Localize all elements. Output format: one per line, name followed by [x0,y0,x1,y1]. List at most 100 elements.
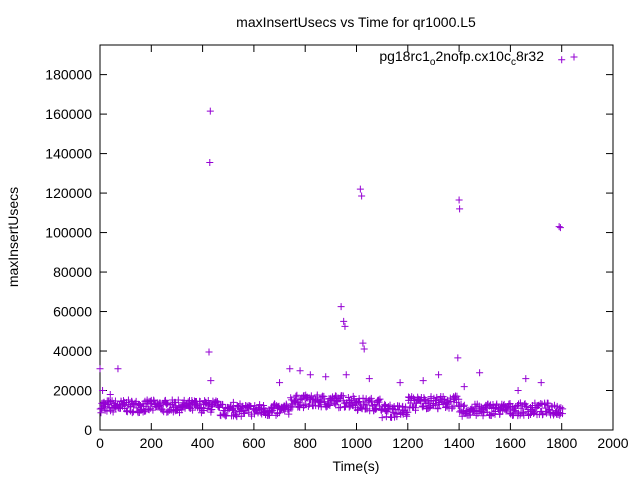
data-point [306,371,314,379]
series-points [96,56,566,418]
data-point [241,409,249,417]
data-point [107,398,115,406]
data-point [476,369,484,377]
data-point [480,409,488,417]
data-point [396,379,404,387]
x-axis-label: Time(s) [333,458,380,474]
y-tick-label: 120000 [45,185,92,201]
data-point [205,348,213,356]
data-point [365,375,373,383]
data-point [132,397,140,405]
y-tick-label: 60000 [53,304,92,320]
data-point [276,409,284,417]
data-point [431,397,439,405]
data-point [555,223,563,231]
data-point [305,400,313,408]
data-point [360,345,368,353]
data-point [556,224,564,232]
data-point [189,406,197,414]
x-tick-label: 1200 [392,435,423,451]
x-tick-label: 0 [96,435,104,451]
data-point [212,397,220,405]
data-point [426,404,434,412]
data-point [460,401,468,409]
data-point [503,403,511,411]
data-point [412,404,420,412]
data-point [367,397,375,405]
x-tick-label: 1600 [495,435,526,451]
data-point [96,365,104,373]
data-point [453,392,461,400]
legend-label: pg18rc1o2nofp.cx10cc8r32 [379,48,544,68]
data-point [218,400,226,408]
data-point [530,410,538,418]
data-point [109,408,117,416]
data-point [114,365,122,373]
data-point [386,401,394,409]
data-point [535,401,543,409]
data-point [292,392,300,400]
data-point [496,410,504,418]
data-point [356,185,364,193]
data-point [206,158,214,166]
data-point [235,408,243,416]
data-point [470,407,478,415]
data-point [451,394,459,402]
data-point [433,393,441,401]
legend-marker [570,53,578,61]
data-point [119,400,127,408]
data-point [99,387,107,395]
data-point [489,401,497,409]
data-point [448,404,456,412]
data-point [326,401,334,409]
data-point [504,404,512,412]
legend-label-sub1: o [430,57,436,68]
data-point [538,411,546,419]
data-point [358,192,366,200]
data-point [129,408,137,416]
data-point [276,379,284,387]
y-tick-label: 180000 [45,67,92,83]
data-point [522,375,530,383]
data-point [559,405,567,413]
data-point [325,401,333,409]
data-point [419,377,427,385]
legend-label-mid: 2nofp.cx10c [435,48,511,64]
data-point [174,396,182,404]
data-point [206,107,214,115]
y-tick-label: 0 [84,422,92,438]
x-axis: 0 200 400 600 800 1000 1200 1400 1600 1800 2000 [96,45,629,451]
plot-area-frame [99,44,614,431]
data-point [340,317,348,325]
data-point [434,404,442,412]
data-point [519,409,527,417]
data-point [296,367,304,375]
data-point [558,56,566,64]
data-point [375,396,383,404]
data-point [272,411,280,419]
data-point [427,393,435,401]
data-point [511,407,519,415]
data-point [421,395,429,403]
data-point [455,196,463,204]
data-point [402,403,410,411]
data-point [366,396,374,404]
data-point [106,390,114,398]
legend-label-base: pg18rc1 [379,48,430,64]
data-point [251,402,259,410]
data-point [454,354,462,362]
data-point [298,396,306,404]
data-point [256,401,264,409]
data-point [97,409,105,417]
y-tick-label: 40000 [53,343,92,359]
data-point [320,398,328,406]
x-tick-label: 600 [242,435,266,451]
data-point [158,406,166,414]
y-axis: 0 20000 40000 60000 80000 100000 120000 140000 1… [45,67,613,438]
data-point [419,403,427,411]
data-point [544,399,552,407]
data-point [537,379,545,387]
data-point [135,401,143,409]
data-point [459,402,467,410]
